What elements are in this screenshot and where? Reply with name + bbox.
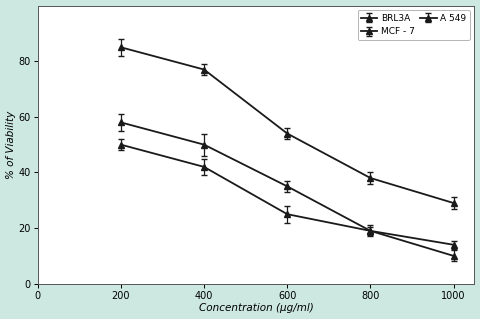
Legend: BRL3A, MCF - 7, A 549: BRL3A, MCF - 7, A 549: [358, 10, 470, 40]
Y-axis label: % of Viability: % of Viability: [6, 110, 15, 179]
X-axis label: Concentration (µg/ml): Concentration (µg/ml): [199, 303, 313, 314]
